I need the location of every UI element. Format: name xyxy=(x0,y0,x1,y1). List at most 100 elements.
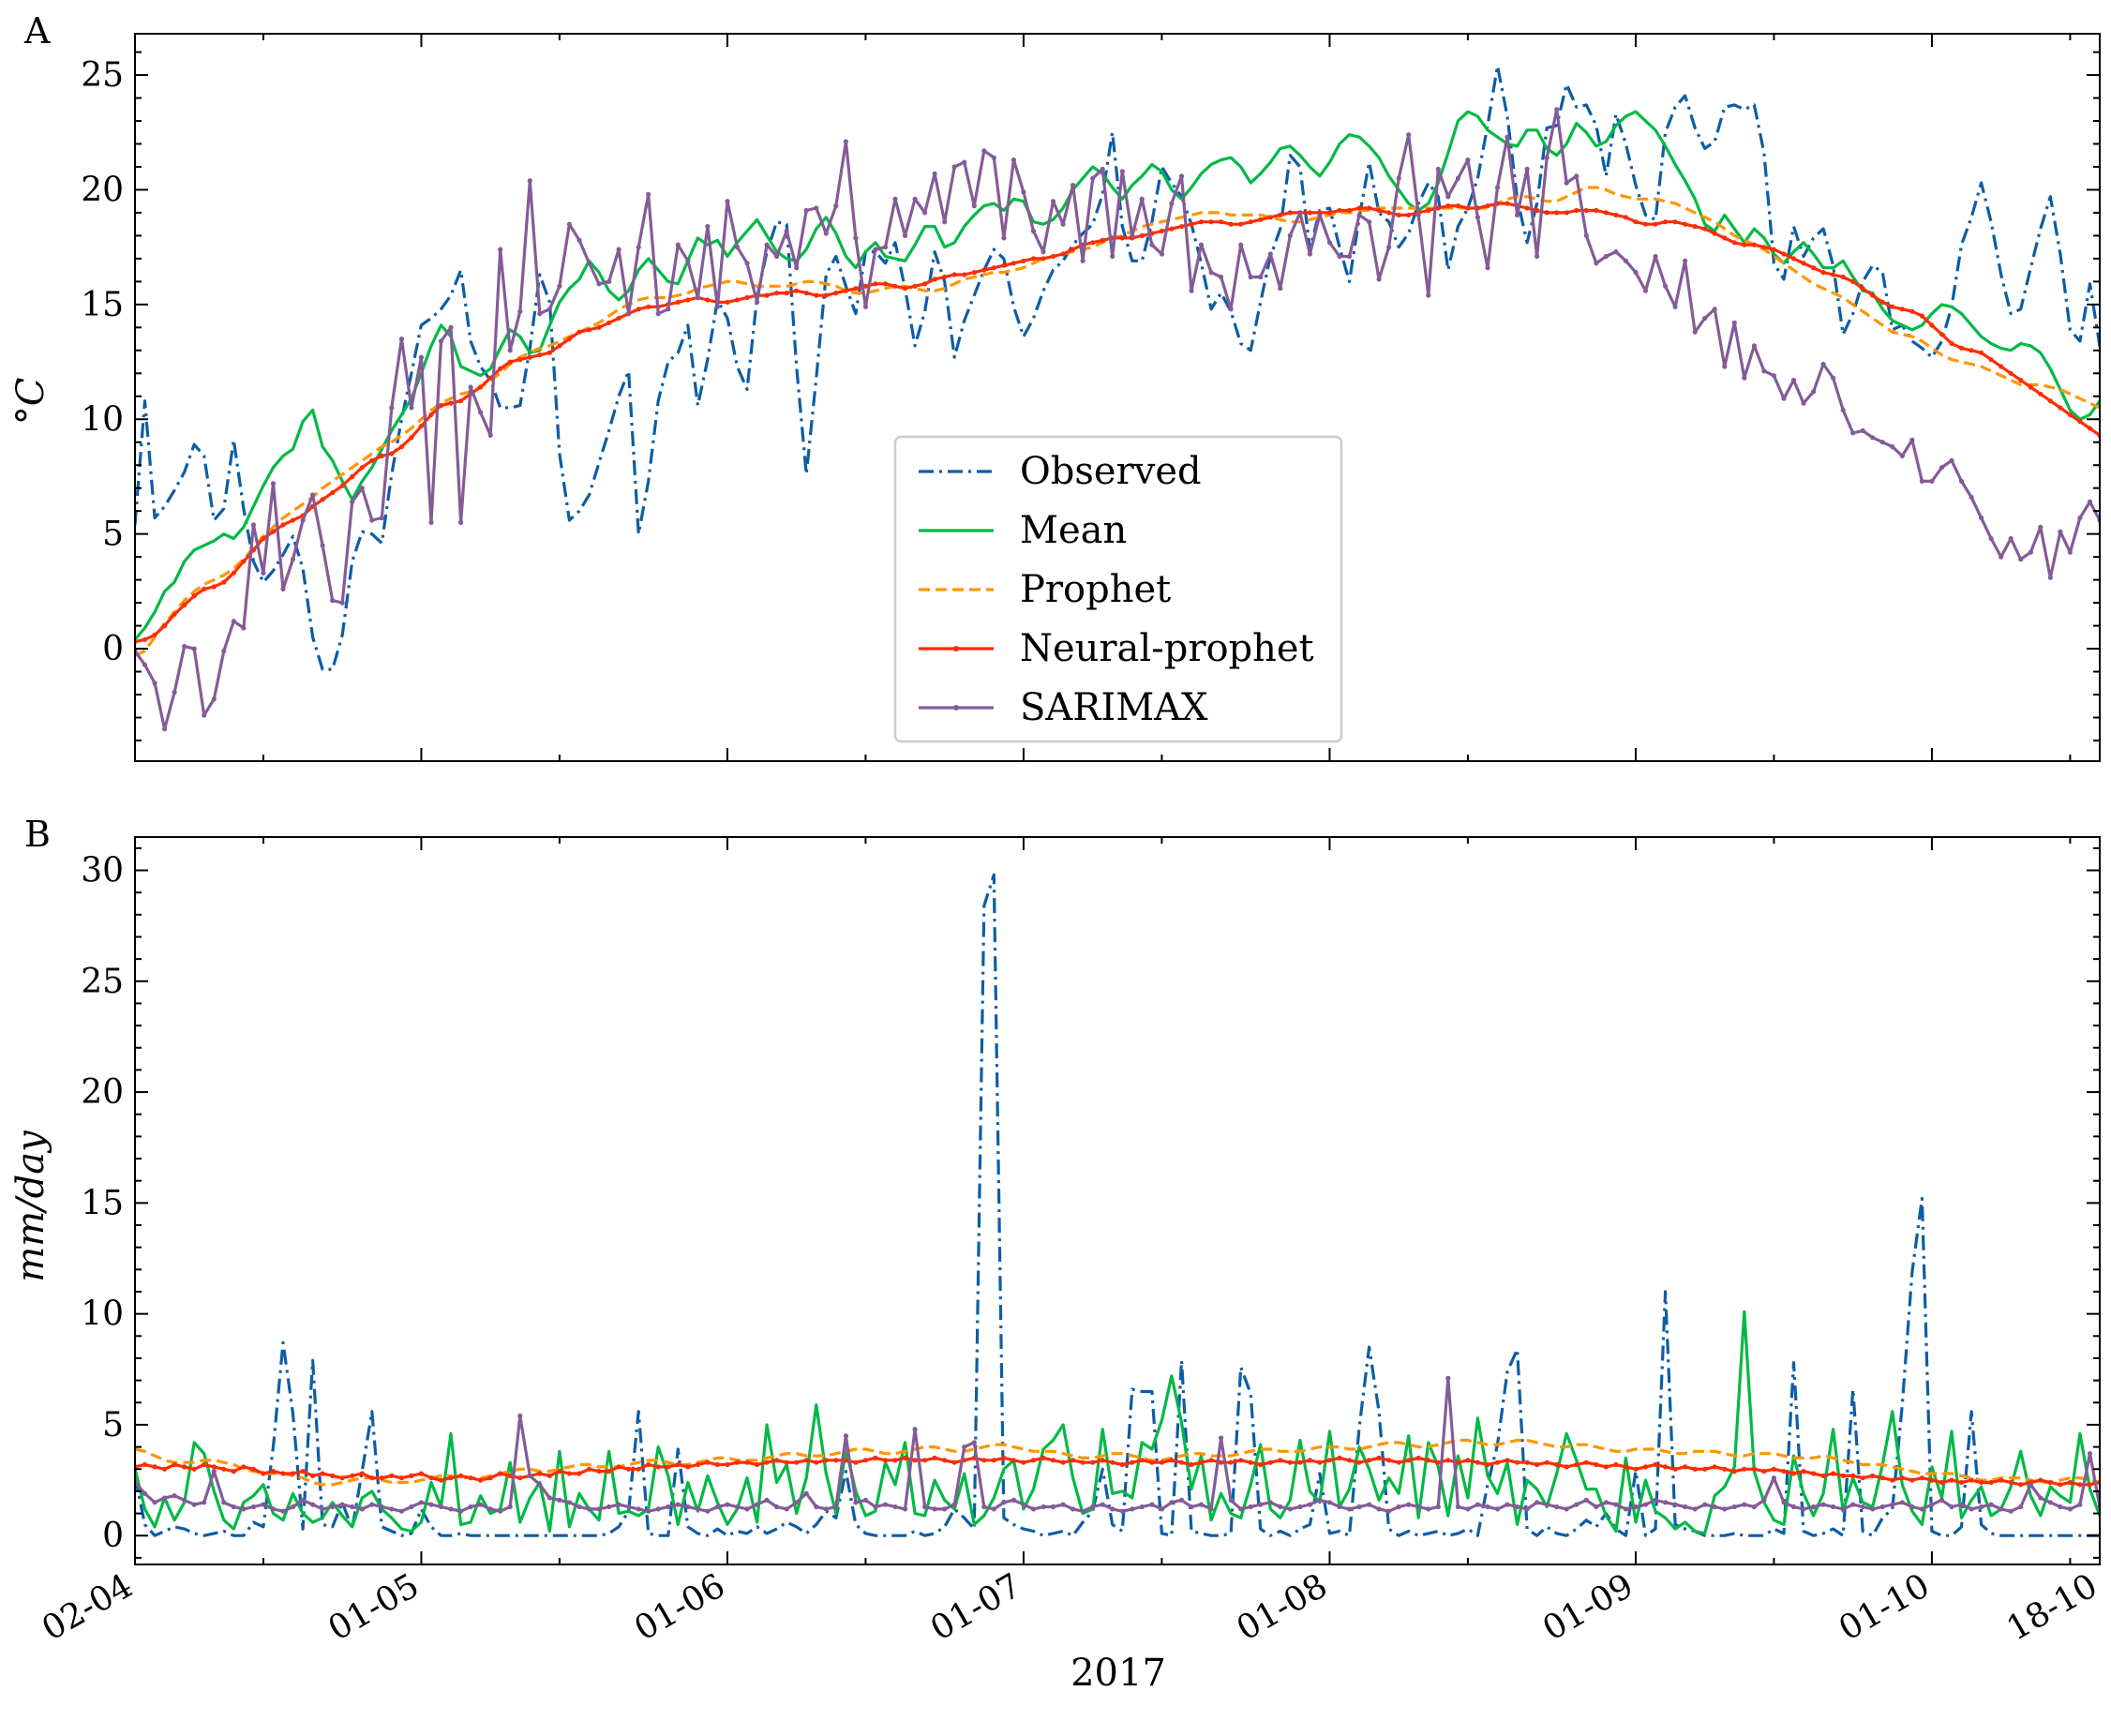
series-point-sarimax xyxy=(320,1506,325,1512)
series-point-neural xyxy=(1958,345,1965,351)
series-point-sarimax xyxy=(962,1444,967,1450)
series-point-neural xyxy=(2107,1482,2111,1487)
series-point-sarimax xyxy=(1613,1502,1619,1507)
series-point-neural xyxy=(1455,203,1460,209)
series-point-neural xyxy=(487,1475,493,1481)
series-point-sarimax xyxy=(1208,1506,1214,1512)
series-point-neural xyxy=(2067,1479,2073,1486)
series-point-sarimax xyxy=(1267,1500,1273,1505)
series-point-sarimax xyxy=(646,191,651,197)
series-point-sarimax xyxy=(527,1473,532,1478)
series-point-sarimax xyxy=(1751,343,1757,349)
series-point-neural xyxy=(1642,1464,1649,1470)
series-point-sarimax xyxy=(1090,175,1096,181)
series-point-neural xyxy=(1653,1461,1658,1468)
series-point-neural xyxy=(1840,1473,1846,1478)
series-point-sarimax xyxy=(438,338,444,344)
series-point-neural xyxy=(1198,1459,1205,1465)
series-point-neural xyxy=(932,277,937,282)
series-point-sarimax xyxy=(862,1497,869,1503)
series-point-neural xyxy=(517,1475,523,1481)
series-point-sarimax xyxy=(1198,242,1205,247)
series-point-sarimax xyxy=(1021,1502,1026,1507)
series-point-neural xyxy=(1475,1459,1480,1465)
series-point-neural xyxy=(803,291,809,296)
series-point-neural xyxy=(1781,251,1787,257)
series-point-sarimax xyxy=(1583,232,1589,238)
series-point-neural xyxy=(1879,299,1885,305)
series-point-sarimax xyxy=(1346,253,1353,260)
series-line-neural xyxy=(135,1456,2100,1487)
series-point-neural xyxy=(1574,207,1580,214)
series-point-sarimax xyxy=(1386,1508,1392,1514)
series-point-neural xyxy=(882,1458,889,1463)
x-tick-label: 01-06 xyxy=(628,1566,731,1648)
series-point-sarimax xyxy=(507,1504,513,1510)
series-point-sarimax xyxy=(1475,1502,1480,1507)
series-point-sarimax xyxy=(1554,1504,1560,1510)
legend-label: Neural-prophet xyxy=(1020,627,1314,670)
series-point-neural xyxy=(152,632,157,638)
series-point-sarimax xyxy=(546,1495,553,1501)
series-point-sarimax xyxy=(705,1508,711,1514)
series-point-sarimax xyxy=(1801,1506,1806,1512)
series-point-neural xyxy=(1999,364,2004,369)
series-point-neural xyxy=(546,1473,553,1478)
y-tick-label: 20 xyxy=(81,1073,124,1112)
series-point-sarimax xyxy=(1149,1502,1155,1507)
series-point-sarimax xyxy=(616,1502,621,1507)
series-point-sarimax xyxy=(2047,1500,2053,1505)
series-point-neural xyxy=(774,291,780,296)
series-point-sarimax xyxy=(942,1506,948,1512)
series-point-neural xyxy=(1515,1459,1520,1465)
series-point-sarimax xyxy=(853,235,859,241)
series-point-neural xyxy=(557,343,562,349)
series-point-neural xyxy=(468,1475,473,1481)
series-point-neural xyxy=(1406,1458,1412,1463)
series-point-neural xyxy=(2008,1479,2014,1486)
series-point-sarimax xyxy=(636,245,641,250)
series-point-neural xyxy=(744,1459,750,1465)
series-point-sarimax xyxy=(468,384,473,390)
series-point-neural xyxy=(764,1459,770,1465)
series-point-neural xyxy=(2087,1482,2093,1488)
series-point-neural xyxy=(458,398,464,404)
series-point-sarimax xyxy=(666,307,671,312)
series-point-neural xyxy=(507,359,513,365)
series-point-sarimax xyxy=(1633,1504,1639,1510)
series-point-neural xyxy=(1287,1459,1293,1465)
series-point-neural xyxy=(1426,207,1431,214)
series-point-neural xyxy=(725,299,730,305)
series-point-sarimax xyxy=(241,1506,247,1512)
series-point-neural xyxy=(270,1469,277,1474)
series-point-sarimax xyxy=(1979,1504,1984,1510)
series-point-neural xyxy=(1376,207,1382,214)
series-point-sarimax xyxy=(823,1506,829,1512)
series-point-sarimax xyxy=(211,1469,217,1474)
series-point-neural xyxy=(557,1469,562,1474)
x-tick-label: 02-04 xyxy=(36,1566,139,1648)
series-point-neural xyxy=(172,611,177,617)
series-point-sarimax xyxy=(734,1504,741,1510)
series-point-sarimax xyxy=(1771,1475,1776,1481)
series-point-neural xyxy=(369,457,375,463)
series-point-neural xyxy=(359,1471,365,1476)
series-point-sarimax xyxy=(1050,1504,1056,1510)
series-point-sarimax xyxy=(1820,361,1826,367)
series-point-neural xyxy=(1208,1458,1214,1463)
series-point-sarimax xyxy=(1238,1506,1244,1512)
series-point-sarimax xyxy=(1594,1504,1599,1510)
series-point-sarimax xyxy=(1139,196,1145,202)
series-point-neural xyxy=(942,1458,948,1463)
series-point-sarimax xyxy=(1337,253,1342,260)
series-point-sarimax xyxy=(1722,364,1728,369)
series-point-sarimax xyxy=(1356,1504,1362,1510)
series-point-neural xyxy=(1278,1458,1283,1463)
series-point-neural xyxy=(1771,1466,1776,1472)
series-point-sarimax xyxy=(2067,549,2073,555)
series-point-sarimax xyxy=(1702,315,1708,322)
series-point-sarimax xyxy=(1939,1497,1945,1503)
series-point-neural xyxy=(823,292,829,298)
series-point-sarimax xyxy=(1850,430,1856,436)
